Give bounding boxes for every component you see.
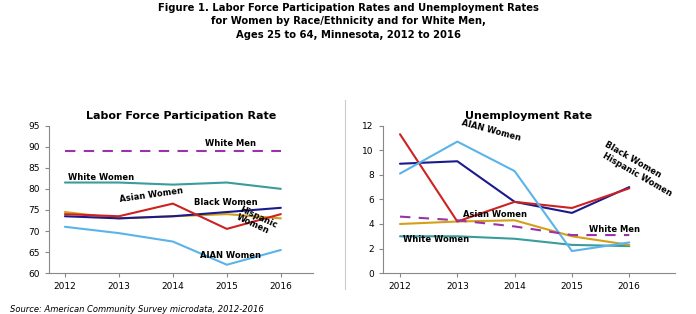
Text: White Women: White Women (403, 236, 469, 244)
Text: White Men: White Men (205, 139, 256, 148)
Title: Labor Force Participation Rate: Labor Force Participation Rate (86, 111, 276, 121)
Text: Asian Women: Asian Women (463, 210, 527, 219)
Text: Figure 1. Labor Force Participation Rates and Unemployment Rates
for Women by Ra: Figure 1. Labor Force Participation Rate… (157, 3, 539, 40)
Text: AIAN Women: AIAN Women (460, 118, 521, 142)
Text: Asian Women: Asian Women (119, 186, 184, 203)
Text: White Men: White Men (589, 225, 640, 234)
Title: Unemployment Rate: Unemployment Rate (466, 111, 592, 121)
Text: Source: American Community Survey microdata, 2012-2016: Source: American Community Survey microd… (10, 305, 264, 314)
Text: Black Women: Black Women (194, 198, 258, 207)
Text: Hispanic Women: Hispanic Women (601, 151, 673, 198)
Text: White Women: White Women (68, 173, 134, 181)
Text: AIAN Women: AIAN Women (200, 252, 261, 260)
Text: Black Women: Black Women (603, 140, 663, 179)
Text: Hispanic
Women: Hispanic Women (235, 205, 279, 238)
